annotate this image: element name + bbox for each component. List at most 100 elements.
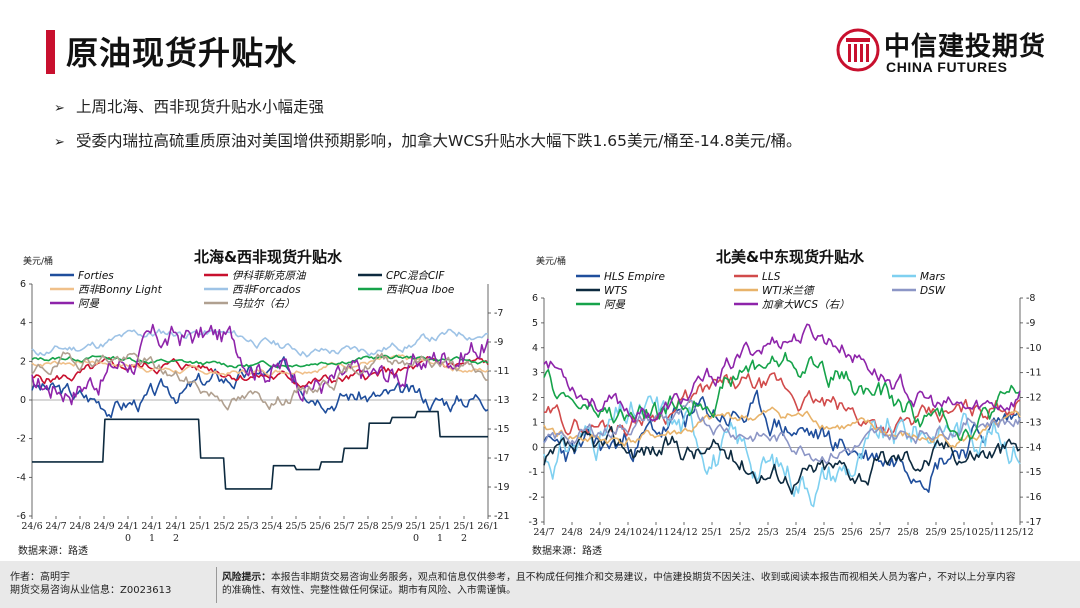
right-tick-label: -7	[494, 308, 503, 319]
x-tick-label: 24/10	[614, 527, 641, 538]
x-tick-line: 25/1	[405, 521, 426, 532]
bullet-text: 受委内瑞拉高硫重质原油对美国增供预期影响，加拿大WCS升贴水大幅下跌1.65美元…	[76, 132, 802, 150]
x-tick-line: 25/10	[950, 527, 977, 538]
x-tick-label: 24/7	[45, 521, 66, 532]
x-tick-line: 24/11	[642, 527, 669, 538]
footer: 作者：高明宇 期货交易咨询从业信息：Z0023613 风险提示：本报告非期货交易…	[0, 561, 1080, 608]
right-tick-label: -9	[494, 337, 503, 348]
x-tick-line: 25/7	[333, 521, 354, 532]
bullet-2: ➢ 受委内瑞拉高硫重质原油对美国增供预期影响，加拿大WCS升贴水大幅下跌1.65美…	[54, 129, 802, 151]
x-tick-line: 24/7	[45, 521, 66, 532]
unit-label: 美元/桶	[23, 255, 53, 267]
bullet-1: ➢ 上周北海、西非现货升贴水小幅走强	[54, 95, 324, 117]
right-tick-label: -12	[1026, 393, 1042, 404]
legend-label: 阿曼	[78, 298, 99, 310]
legend-label: 阿曼	[604, 299, 625, 311]
left-tick-label: 4	[20, 318, 26, 329]
x-tick-label: 25/10	[950, 527, 977, 538]
x-tick-line: 24/6	[21, 521, 42, 532]
x-tick-line: 25/6	[309, 521, 330, 532]
left-tick-label: -2	[529, 492, 538, 503]
unit-label: 美元/桶	[536, 255, 566, 267]
risk-label: 风险提示：	[222, 572, 271, 583]
title-accent-bar	[46, 30, 55, 74]
x-tick-line: 25/8	[897, 527, 918, 538]
x-tick-label: 25/1	[189, 521, 210, 532]
right-tick-label: -9	[1026, 318, 1035, 329]
citic-logo-icon	[836, 28, 880, 72]
series-line-23	[543, 389, 1021, 493]
legend-label: 加拿大WCS（右）	[762, 298, 850, 311]
legend-label: 西非Qua Iboe	[386, 284, 454, 296]
x-tick-line: 24/1	[141, 521, 162, 532]
series-line-37	[543, 426, 1021, 495]
footer-author: 作者：高明宇 期货交易咨询从业信息：Z0023613	[10, 571, 171, 597]
x-tick-label: 24/8	[561, 527, 582, 538]
legend-label: WTI米兰德	[762, 285, 816, 297]
north-sea-west-africa-chart: 北海&西非现货升贴水 美元/桶 6 4 2 0 -2 -4 -6 -7 -9 -11 -13 -15 -17…	[8, 240, 528, 556]
x-tick-label: 24/9	[589, 527, 610, 538]
left-tick-label: -2	[17, 434, 26, 445]
logo-en-text: CHINA FUTURES	[886, 59, 1008, 75]
bullet-arrow-icon: ➢	[54, 101, 65, 116]
page-title: 原油现货升贴水	[66, 34, 298, 72]
company-logo: 中信建投期货 CHINA FUTURES	[836, 26, 1046, 80]
risk-line-2: 的准确性、有效性、完整性做任何保证。期市有风险、入市需谨慎。	[222, 585, 516, 596]
right-tick-label: -11	[1026, 368, 1042, 379]
right-tick-label: -19	[494, 482, 510, 493]
legend-label: HLS Empire	[604, 271, 665, 283]
x-tick-line: 24/7	[533, 527, 554, 538]
legend-label: 西非Forcados	[232, 284, 301, 296]
x-tick-line: 0	[413, 533, 419, 544]
x-tick-line: 25/3	[237, 521, 258, 532]
x-tick-line: 25/8	[357, 521, 378, 532]
x-tick-label: 26/1	[477, 521, 498, 532]
x-tick-label: 25/7	[869, 527, 890, 538]
x-tick-line: 25/5	[285, 521, 306, 532]
left-tick-label: 0	[532, 442, 538, 453]
series-line-undefined	[32, 410, 488, 490]
bullet-text: 上周北海、西非现货升贴水小幅走强	[76, 98, 325, 116]
x-tick-line: 25/7	[869, 527, 890, 538]
left-tick-label: 3	[532, 368, 538, 379]
x-tick-line: 25/2	[729, 527, 750, 538]
x-tick-line: 26/1	[477, 521, 498, 532]
footer-divider	[216, 567, 217, 603]
x-tick-line: 1	[437, 533, 443, 544]
x-tick-label: 25/7	[333, 521, 354, 532]
x-tick-label: 25/3	[757, 527, 778, 538]
author-license: 期货交易咨询从业信息：Z0023613	[10, 585, 172, 596]
right-tick-label: -21	[494, 511, 510, 522]
left-tick-label: 0	[20, 395, 26, 406]
x-tick-label: 25/3	[237, 521, 258, 532]
x-tick-label: 25/6	[841, 527, 862, 538]
author-name: 作者：高明宇	[10, 572, 70, 583]
x-tick-line: 25/12	[1006, 527, 1033, 538]
data-source: 数据来源：路透	[532, 544, 602, 556]
right-tick-label: -11	[494, 366, 510, 377]
x-tick-label: 24/6	[21, 521, 42, 532]
x-tick-label: 24/8	[69, 521, 90, 532]
x-tick-line: 25/9	[925, 527, 946, 538]
x-tick-line: 24/1	[165, 521, 186, 532]
x-tick-line: 25/1	[189, 521, 210, 532]
x-tick-label: 25/5	[813, 527, 834, 538]
series-line-17	[31, 323, 489, 406]
left-tick-label: 5	[532, 318, 538, 329]
data-source: 数据来源：路透	[18, 544, 88, 556]
right-tick-label: -15	[494, 424, 510, 435]
left-tick-label: 4	[532, 343, 538, 354]
legend-label: WTS	[604, 285, 628, 297]
x-tick-line: 0	[125, 533, 131, 544]
right-tick-label: -14	[1026, 442, 1042, 453]
left-tick-label: 6	[20, 279, 26, 290]
x-tick-label: 25/11	[978, 527, 1005, 538]
chart-title: 北海&西非现货升贴水	[194, 248, 343, 266]
left-tick-label: 1	[532, 417, 538, 428]
right-tick-label: -13	[1026, 417, 1042, 428]
x-tick-line: 24/9	[93, 521, 114, 532]
series-line-19	[31, 351, 488, 411]
left-tick-label: 2	[20, 356, 26, 367]
